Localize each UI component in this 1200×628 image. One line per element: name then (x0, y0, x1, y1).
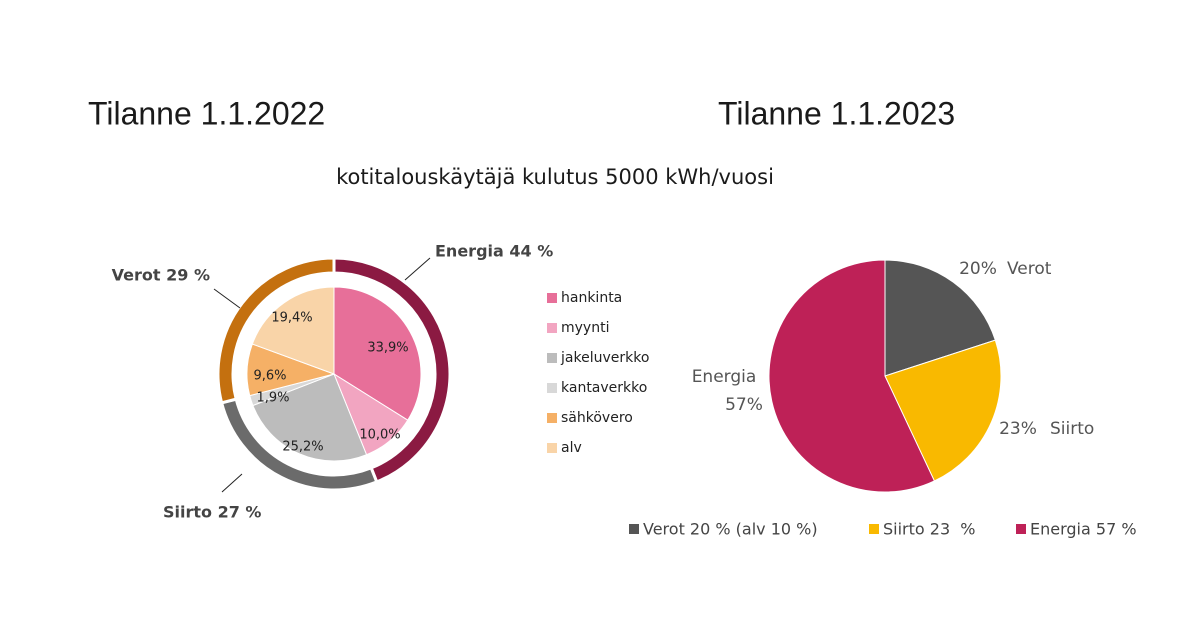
legend-swatch (547, 353, 557, 363)
data-label: 9,6% (253, 369, 286, 384)
legend-label: hankinta (561, 290, 622, 306)
legend-swatch (547, 323, 557, 333)
data-label: 10,0% (359, 428, 400, 443)
data-label: 57% (725, 395, 763, 415)
subtitle: kotitalouskäytäjä kulutus 5000 kWh/vuosi (336, 165, 774, 189)
legend-swatch (629, 524, 639, 534)
data-label: 20% (959, 259, 997, 279)
data-label: 25,2% (282, 440, 323, 455)
category-label: Energia (692, 367, 757, 387)
category-label: Siirto (1050, 419, 1094, 439)
legend-swatch (547, 383, 557, 393)
chart-title: Tilanne 1.1.2023 (718, 95, 955, 131)
legend-label: myynti (561, 320, 609, 336)
legend-swatch (547, 443, 557, 453)
data-label: 1,9% (256, 391, 289, 406)
data-label: 23% (999, 419, 1037, 439)
legend-label: Verot 20 % (alv 10 %) (643, 520, 818, 539)
category-label: Verot (1007, 259, 1052, 279)
data-label: 33,9% (367, 341, 408, 356)
inner-slice (333, 286, 422, 421)
slice (884, 339, 1002, 482)
slice (884, 259, 996, 377)
legend-label: Energia 57 % (1030, 520, 1137, 539)
legend-swatch (869, 524, 879, 534)
leader-line (221, 473, 243, 493)
slice (768, 259, 936, 493)
inner-slice (251, 286, 335, 375)
legend-label: sähkövero (561, 410, 633, 426)
data-label: 19,4% (271, 311, 312, 326)
legend-label: jakeluverkko (560, 350, 649, 366)
leader-line (404, 257, 431, 281)
legend-label: kantaverkko (561, 380, 647, 396)
outer-slice (216, 256, 336, 405)
legend-swatch (1016, 524, 1026, 534)
legend-label: Siirto 23 % (883, 520, 976, 539)
legend-swatch (547, 413, 557, 423)
chart-title: Tilanne 1.1.2022 (88, 95, 325, 131)
legend-label: alv (561, 440, 582, 456)
outer-label: Verot 29 % (112, 266, 210, 285)
inner-slice (252, 373, 368, 462)
outer-label: Siirto 27 % (163, 503, 261, 522)
outer-label: Energia 44 % (435, 242, 553, 261)
legend-swatch (547, 293, 557, 303)
leader-line (213, 288, 241, 309)
